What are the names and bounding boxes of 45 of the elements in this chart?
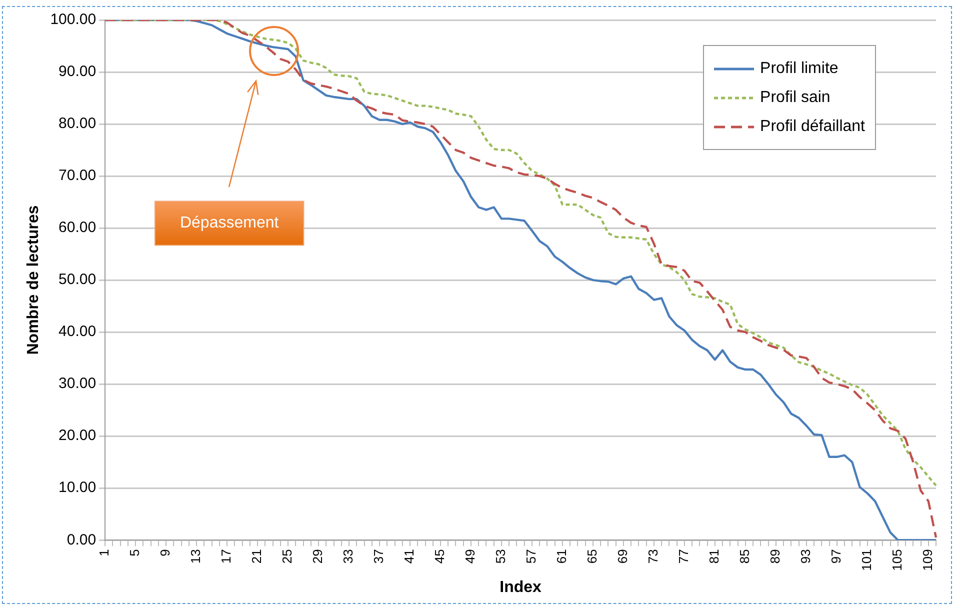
y-tick-label: 80.00 [58,115,96,132]
y-axis-title: Nombre de lectures [25,205,42,355]
x-tick-label: 49 [462,549,478,564]
x-tick-label: 73 [646,549,661,564]
annotation: Dépassement [180,214,280,232]
x-tick-label: 77 [676,549,692,564]
legend-label: Profil sain [760,88,830,106]
y-tick-label: 10.00 [58,479,96,496]
x-tick-label: 57 [524,549,539,564]
legend-label: Profil limite [760,60,838,78]
x-tick-label: 9 [158,549,173,556]
x-tick-label: 105 [889,549,904,571]
x-tick-label: 29 [310,549,326,564]
x-axis-title: Index [500,578,542,596]
x-tick-label: 69 [615,549,630,564]
y-tick-label: 40.00 [58,323,96,340]
x-tick-label: 85 [737,549,752,564]
x-tick-label: 101 [858,549,874,571]
x-tick-label: 5 [127,549,142,556]
x-tick-label: 81 [706,549,722,564]
y-tick-label: 50.00 [58,271,96,288]
y-tick-label: 70.00 [58,167,96,184]
x-tick-label: 17 [218,549,234,564]
y-tick-label: 90.00 [58,63,96,80]
x-tick-label: 37 [371,549,386,564]
y-tick-label: 30.00 [58,375,96,392]
x-tick-label: 25 [280,549,295,564]
legend-label: Profil défaillant [760,118,865,136]
x-tick-label: 41 [402,549,417,564]
x-tick-label: 45 [432,549,448,564]
x-tick-label: 1 [96,549,112,556]
x-tick-label: 93 [798,549,813,564]
x-tick-label: 53 [493,549,508,564]
x-tick-label: 89 [767,549,782,564]
x-tick-label: 13 [188,549,204,564]
x-tick-label: 97 [828,549,844,564]
x-tick-label: 61 [554,549,570,564]
x-tick-label: 21 [249,549,264,564]
y-tick-label: 100.00 [50,11,96,28]
y-tick-label: 20.00 [58,427,96,444]
y-tick-label: 60.00 [58,219,96,236]
x-tick-label: 33 [340,549,356,564]
y-tick-label: 0.00 [66,531,96,548]
x-tick-label: 109 [920,549,935,571]
x-tick-label: 65 [584,549,600,564]
